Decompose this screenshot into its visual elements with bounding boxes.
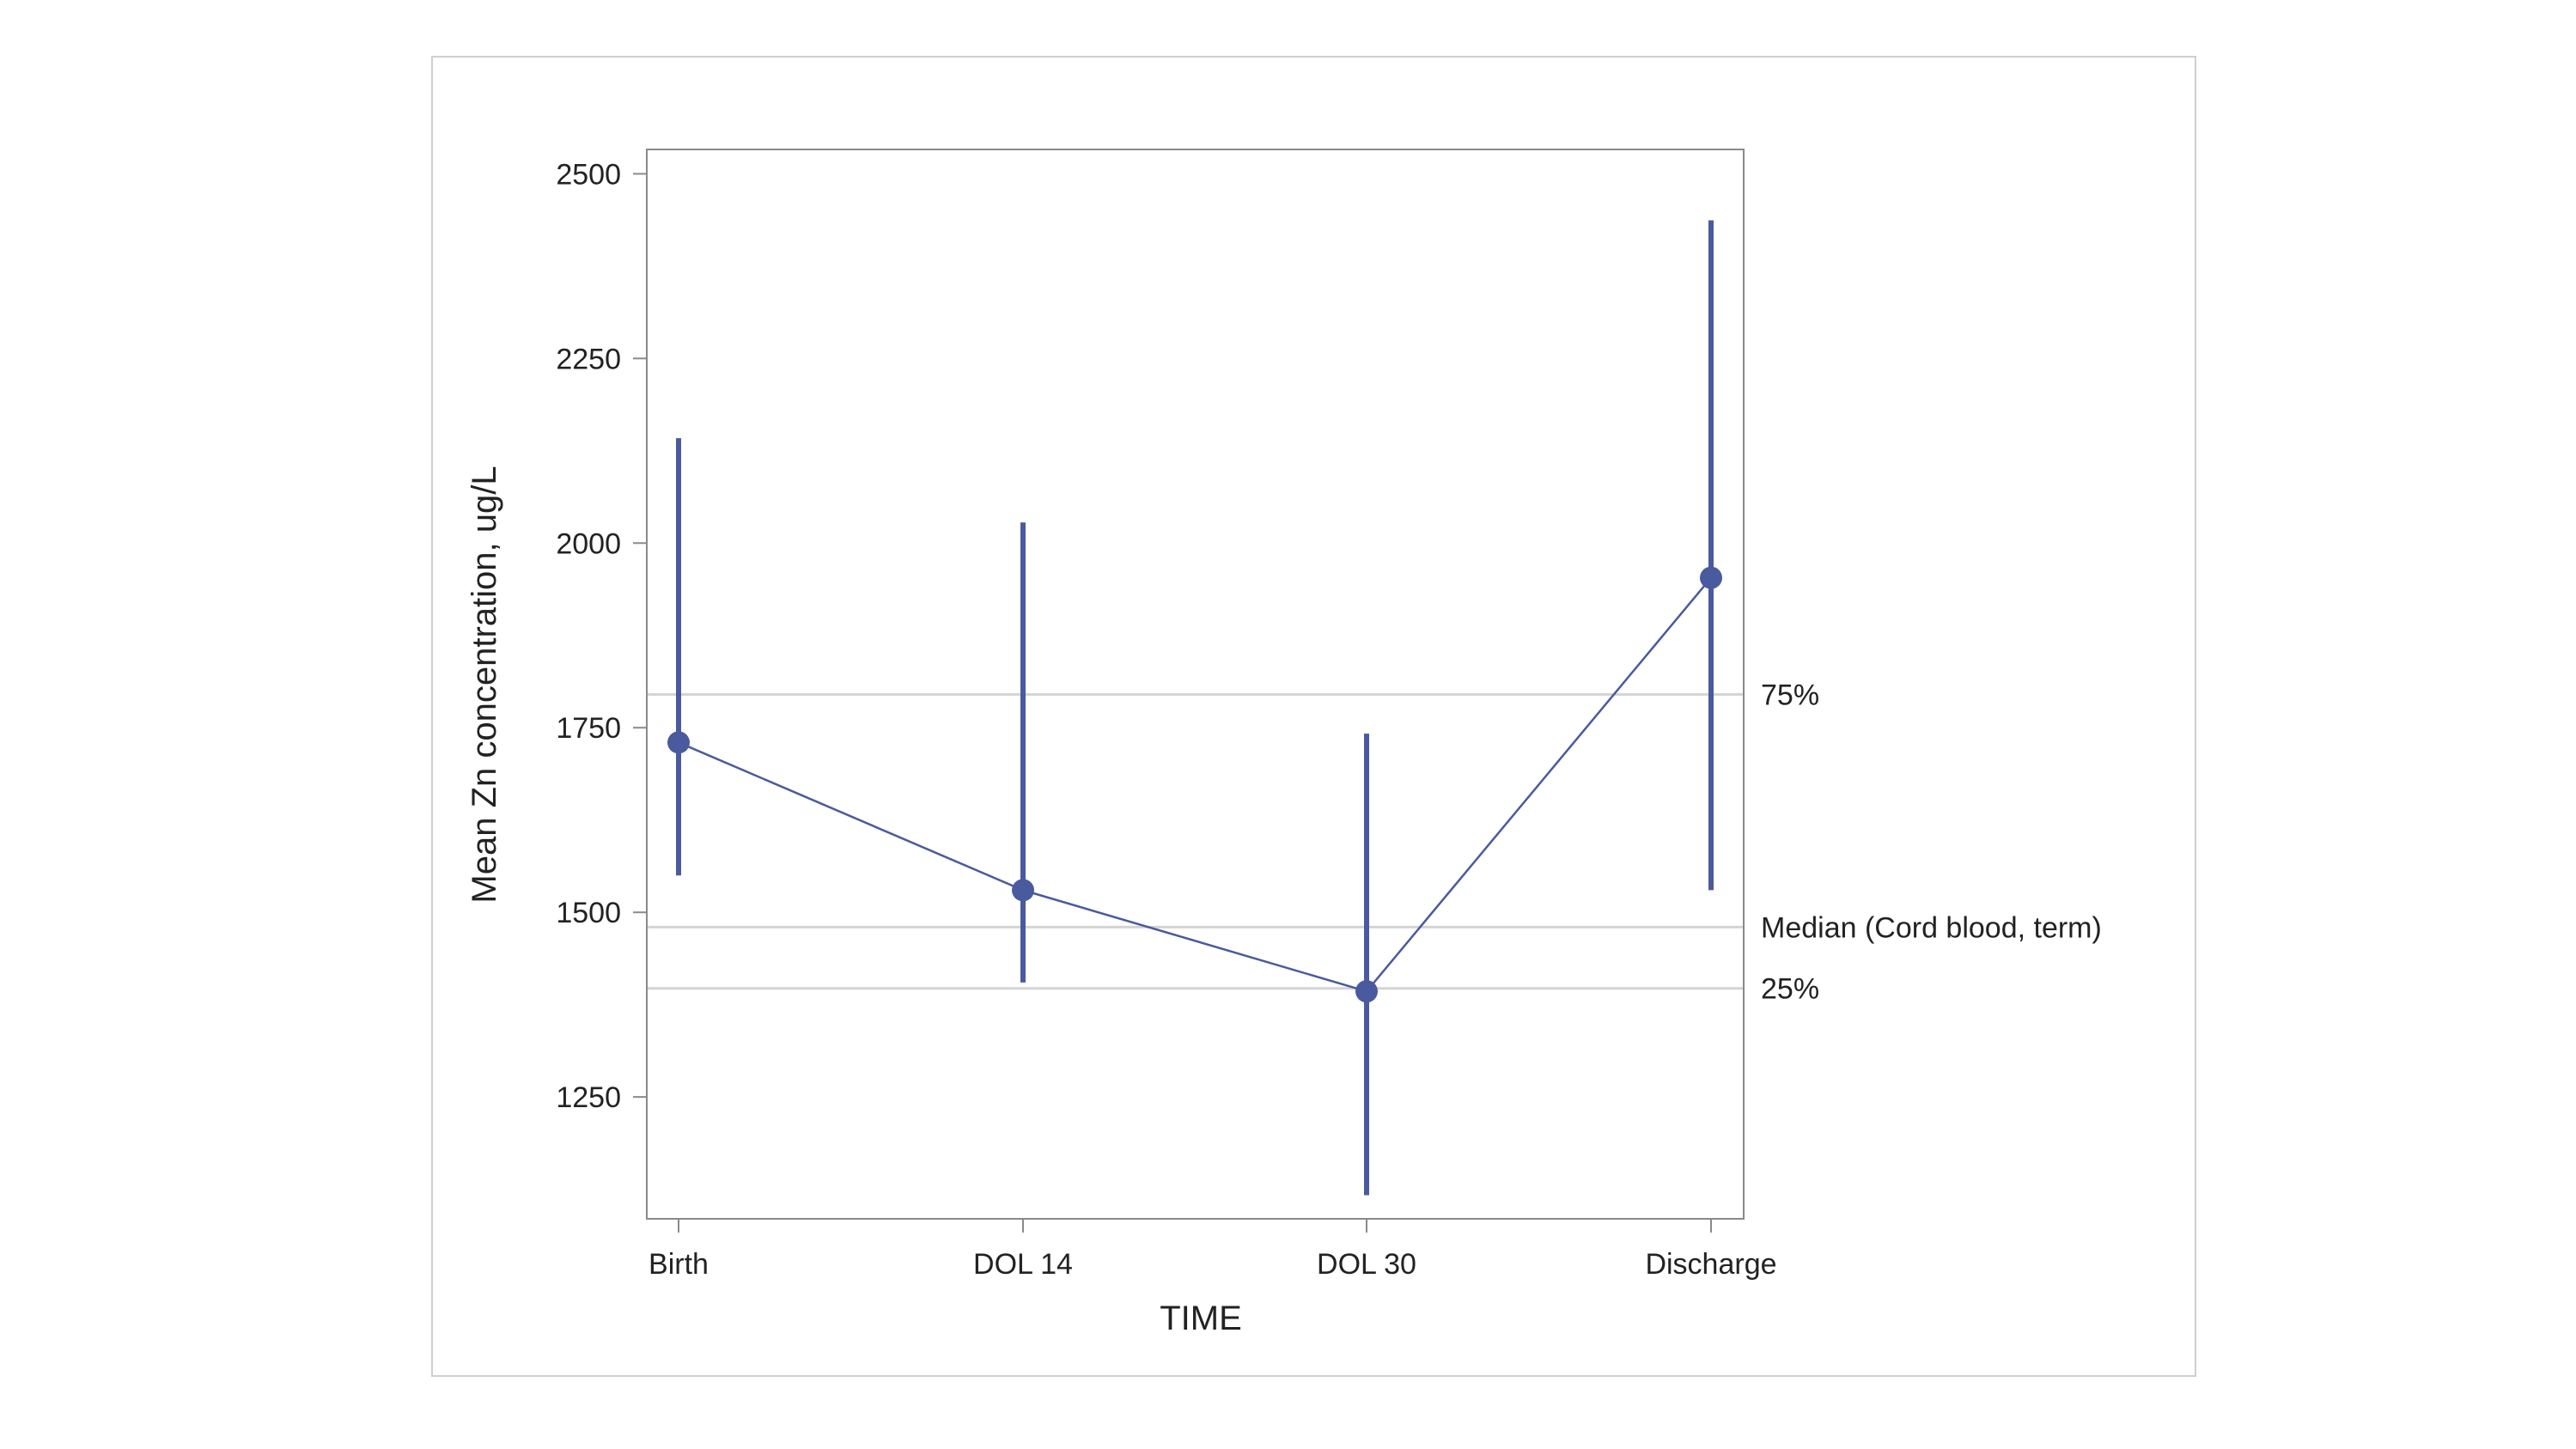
series-layer bbox=[667, 220, 1722, 1196]
x-axis: Birth DOL 14 DOL 30 Discharge bbox=[649, 1219, 1777, 1281]
y-axis-title: Mean Zn concentration, ug/L bbox=[466, 466, 503, 903]
plot-area bbox=[646, 149, 1745, 1220]
reference-lines: 75% Median (Cord blood, term) 25% bbox=[647, 679, 2102, 1006]
x-tick-label-2: DOL 14 bbox=[973, 1248, 1073, 1281]
reference-line-label-2: Median (Cord blood, term) bbox=[1761, 911, 2102, 944]
y-tick-label-1250: 1250 bbox=[556, 1081, 621, 1114]
y-tick-label-2250: 2250 bbox=[556, 343, 621, 375]
y-tick-label-1500: 1500 bbox=[556, 897, 621, 929]
chart-outer-frame bbox=[431, 56, 2196, 1377]
x-tick-label-1: Birth bbox=[649, 1248, 709, 1281]
y-tick-label-2000: 2000 bbox=[556, 527, 621, 560]
reference-line-label-3: 25% bbox=[1761, 973, 1819, 1006]
y-tick-label-1750: 1750 bbox=[556, 712, 621, 745]
series-line-1 bbox=[678, 576, 1712, 993]
y-axis: 1250 1500 1750 2000 2250 2500 bbox=[556, 158, 647, 1114]
x-tick-label-4: Discharge bbox=[1645, 1248, 1776, 1281]
x-tick-label-3: DOL 30 bbox=[1317, 1248, 1416, 1281]
data-point-1 bbox=[667, 731, 690, 754]
reference-line-label-1: 75% bbox=[1761, 679, 1819, 712]
y-tick-label-2500: 2500 bbox=[556, 158, 621, 191]
x-axis-title: TIME bbox=[1160, 1300, 1242, 1337]
data-point-2 bbox=[1012, 879, 1034, 902]
data-point-3 bbox=[1355, 980, 1378, 1003]
data-point-4 bbox=[1700, 566, 1722, 589]
